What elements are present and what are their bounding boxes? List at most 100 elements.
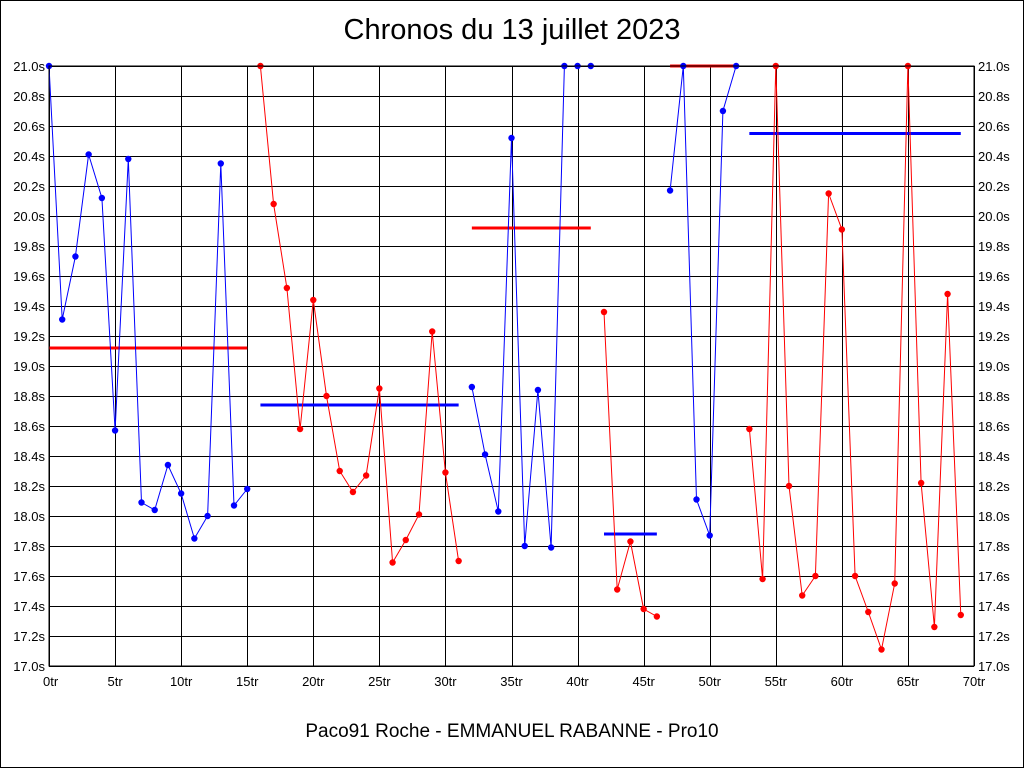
data-point: [164, 461, 172, 469]
y-tick-label-left: 19.0s: [13, 359, 45, 374]
x-tick-label: 0tr: [43, 674, 59, 689]
y-tick-label-right: 21.0s: [978, 59, 1010, 74]
data-point: [323, 392, 330, 400]
series-line: [669, 65, 737, 536]
data-point: [891, 580, 898, 587]
y-tick-label-left: 19.8s: [13, 239, 45, 254]
data-point: [111, 427, 119, 434]
x-tick-label: 10tr: [170, 674, 193, 689]
tick-labels: 0tr 5tr 10tr 15tr 20tr 25tr 30tr 35tr 40tr 45tr 50…: [13, 59, 1010, 689]
y-tick-label-left: 20.4s: [13, 149, 45, 164]
y-tick-label-left: 19.6s: [13, 269, 45, 284]
series-1: [257, 62, 462, 566]
series-3: [600, 308, 661, 620]
y-tick-label-left: 18.8s: [13, 389, 45, 404]
y-tick-label-right: 17.8s: [978, 539, 1010, 554]
data-point: [666, 187, 674, 194]
data-point: [865, 608, 872, 616]
y-tick-label-left: 17.6s: [13, 569, 45, 584]
data-point: [191, 535, 198, 542]
x-tick-label: 30tr: [434, 674, 457, 689]
x-tick-label: 5tr: [107, 674, 123, 689]
data-point: [534, 386, 542, 394]
series-4: [666, 62, 740, 539]
x-tick-label: 55tr: [765, 674, 788, 689]
y-tick-label-right: 19.0s: [978, 359, 1010, 374]
y-tick-label-right: 19.2s: [978, 329, 1010, 344]
data-point: [244, 485, 251, 493]
x-tick-label: 70tr: [963, 674, 986, 689]
data-point: [296, 425, 304, 433]
plot-border: [48, 65, 975, 667]
data-point: [230, 502, 238, 509]
x-tick-label: 25tr: [368, 674, 391, 689]
y-tick-label-left: 17.0s: [13, 659, 45, 674]
y-tick-label-right: 18.4s: [978, 449, 1010, 464]
series-0: [45, 62, 251, 542]
series-line: [48, 65, 248, 540]
y-tick-label-left: 17.4s: [13, 599, 45, 614]
data-point: [270, 200, 277, 208]
data-point: [85, 151, 92, 158]
data-point: [349, 488, 357, 496]
data-point: [759, 575, 766, 583]
y-tick-label-right: 18.0s: [978, 509, 1010, 524]
y-tick-label-right: 20.6s: [978, 119, 1010, 134]
chart-title: Chronos du 13 juillet 2023: [343, 14, 681, 46]
data-point: [468, 383, 476, 391]
data-point: [376, 385, 383, 392]
data-point: [627, 538, 634, 545]
data-point: [547, 544, 555, 551]
x-tick-label: 40tr: [566, 674, 589, 689]
data-point: [59, 316, 66, 323]
y-tick-label-right: 18.2s: [978, 479, 1010, 494]
series-line: [603, 311, 658, 617]
y-tick-label-left: 21.0s: [13, 59, 45, 74]
y-tick-label-right: 19.8s: [978, 239, 1010, 254]
data-point: [204, 512, 211, 520]
series-5: [746, 62, 964, 653]
series-line: [748, 65, 962, 652]
data-point: [746, 425, 753, 433]
y-tick-label-right: 20.2s: [978, 179, 1010, 194]
data-point: [455, 557, 462, 565]
x-tick-label: 60tr: [831, 674, 854, 689]
chart-footer: Paco91 Roche - EMMANUEL RABANNE - Pro10: [305, 721, 719, 742]
data-point: [362, 472, 370, 479]
y-tick-label-left: 18.6s: [13, 419, 45, 434]
y-tick-label-right: 20.8s: [978, 89, 1010, 104]
data-point: [719, 107, 727, 115]
y-tick-label-left: 18.2s: [13, 479, 45, 494]
x-tick-label: 65tr: [897, 674, 920, 689]
series-group: [45, 62, 964, 653]
data-point: [706, 532, 713, 539]
data-point: [508, 134, 515, 142]
y-tick-label-left: 19.2s: [13, 329, 45, 344]
data-point: [785, 482, 793, 490]
data-point: [931, 623, 938, 631]
data-point: [957, 611, 964, 619]
data-point: [917, 479, 925, 487]
data-point: [336, 467, 343, 475]
data-point: [283, 284, 291, 292]
y-tick-label-left: 20.0s: [13, 209, 45, 224]
y-tick-label-right: 20.0s: [978, 209, 1010, 224]
y-tick-label-right: 17.6s: [978, 569, 1010, 584]
y-tick-label-left: 17.8s: [13, 539, 45, 554]
y-tick-label-right: 17.2s: [978, 629, 1010, 644]
y-tick-label-right: 18.6s: [978, 419, 1010, 434]
y-tick-label-right: 19.4s: [978, 299, 1010, 314]
data-point: [653, 613, 661, 620]
data-point: [415, 511, 423, 518]
data-point: [217, 160, 224, 167]
data-point: [177, 490, 185, 497]
y-tick-label-right: 20.4s: [978, 149, 1010, 164]
y-tick-label-left: 20.2s: [13, 179, 45, 194]
data-point: [402, 536, 409, 544]
x-tick-label: 15tr: [236, 674, 259, 689]
data-point: [799, 592, 806, 599]
data-point: [429, 328, 436, 335]
data-point: [481, 451, 489, 458]
y-tick-label-left: 20.6s: [13, 119, 45, 134]
x-tick-label: 20tr: [302, 674, 325, 689]
